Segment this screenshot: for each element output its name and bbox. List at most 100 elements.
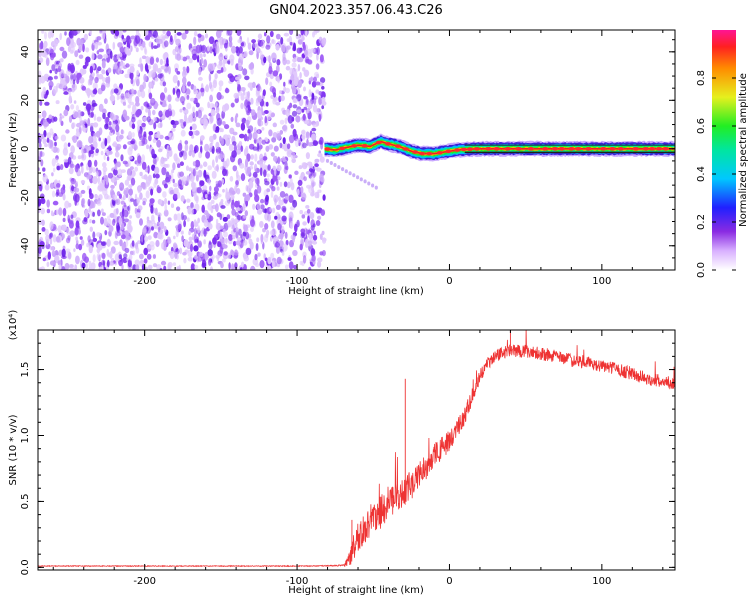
signal-peak — [617, 147, 624, 151]
noise-speckle — [94, 76, 99, 84]
noise-speckle — [161, 242, 165, 250]
noise-speckle — [197, 33, 202, 38]
noise-speckle — [244, 75, 250, 81]
noise-speckle — [162, 30, 166, 35]
noise-speckle — [197, 240, 202, 248]
faint-trail — [325, 158, 378, 190]
noise-speckle — [269, 30, 274, 38]
noise-speckle — [130, 78, 134, 85]
noise-speckle — [140, 106, 144, 111]
noise-speckle — [92, 89, 98, 95]
noise-speckle — [299, 49, 302, 54]
noise-speckle — [197, 36, 202, 43]
noise-speckle — [228, 234, 233, 241]
signal-peak — [575, 147, 582, 151]
noise-speckle — [283, 45, 289, 54]
noise-speckle — [227, 30, 233, 36]
noise-speckle — [176, 53, 181, 61]
noise-speckle — [79, 236, 83, 240]
noise-speckle — [59, 58, 64, 63]
noise-speckle — [284, 117, 288, 125]
noise-speckle — [152, 254, 156, 259]
noise-speckle — [230, 201, 235, 210]
noise-speckle — [305, 171, 311, 175]
noise-speckle — [59, 116, 62, 123]
noise-speckle — [179, 151, 183, 158]
noise-speckle — [312, 140, 319, 147]
noise-speckle — [268, 129, 273, 137]
noise-speckle — [135, 47, 139, 53]
noise-speckle — [169, 250, 175, 260]
noise-speckle — [302, 142, 307, 149]
noise-speckle — [254, 194, 260, 203]
noise-speckle — [318, 91, 323, 96]
noise-speckle — [143, 247, 148, 256]
noise-speckle — [112, 41, 116, 50]
noise-speckle — [151, 226, 154, 231]
noise-speckle — [137, 205, 143, 211]
noise-speckle — [38, 133, 45, 140]
noise-speckle — [286, 181, 291, 189]
noise-speckle — [209, 135, 214, 143]
noise-speckle — [203, 239, 206, 245]
noise-speckle — [284, 231, 288, 239]
noise-speckle — [62, 207, 67, 217]
noise-speckle — [107, 218, 112, 227]
noise-speckle — [235, 207, 241, 212]
signal-peak — [473, 147, 480, 151]
noise-speckle — [302, 67, 306, 72]
noise-speckle — [296, 188, 300, 196]
noise-speckle — [156, 221, 160, 227]
noise-speckle — [144, 35, 151, 41]
noise-speckle — [106, 156, 110, 162]
noise-speckle — [49, 260, 56, 266]
noise-speckle — [98, 137, 101, 142]
signal-peak — [466, 147, 473, 151]
noise-speckle — [53, 85, 58, 95]
noise-speckle — [84, 256, 89, 264]
noise-speckle — [193, 234, 198, 244]
noise-speckle — [40, 207, 45, 215]
noise-speckle — [230, 58, 234, 66]
noise-speckle — [65, 129, 70, 134]
noise-speckle — [275, 204, 281, 210]
noise-speckle — [139, 192, 143, 200]
noise-speckle — [118, 217, 123, 226]
noise-speckle — [72, 79, 76, 85]
noise-speckle — [174, 63, 179, 71]
noise-speckle — [260, 233, 264, 243]
noise-speckle — [63, 142, 68, 151]
noise-speckle — [135, 35, 141, 44]
noise-speckle — [255, 243, 259, 251]
noise-speckle — [146, 116, 151, 123]
noise-speckle — [252, 203, 256, 210]
signal-peak — [528, 147, 534, 151]
noise-speckle — [188, 130, 193, 136]
noise-speckle — [292, 199, 298, 208]
colorbar-tick-label: 0.2 — [696, 214, 707, 230]
noise-speckle — [151, 42, 154, 50]
noise-speckle — [82, 219, 88, 225]
noise-speckle — [234, 97, 239, 104]
noise-speckle — [184, 140, 189, 145]
noise-speckle — [150, 204, 154, 214]
noise-speckle — [210, 199, 215, 204]
noise-speckle — [81, 204, 86, 208]
noise-speckle — [181, 32, 187, 40]
noise-speckle — [265, 101, 269, 107]
noise-speckle — [197, 169, 203, 178]
noise-speckle — [239, 162, 245, 169]
noise-speckle — [310, 248, 316, 257]
noise-speckle — [53, 38, 58, 47]
noise-speckle — [68, 89, 72, 96]
noise-speckle — [92, 254, 96, 263]
noise-speckle — [118, 254, 122, 260]
noise-speckle — [294, 223, 298, 233]
noise-speckle — [285, 65, 291, 71]
noise-speckle — [154, 77, 159, 82]
noise-speckle — [308, 266, 312, 270]
noise-speckle — [301, 162, 308, 167]
noise-speckle — [315, 108, 320, 115]
noise-speckle — [225, 158, 230, 167]
